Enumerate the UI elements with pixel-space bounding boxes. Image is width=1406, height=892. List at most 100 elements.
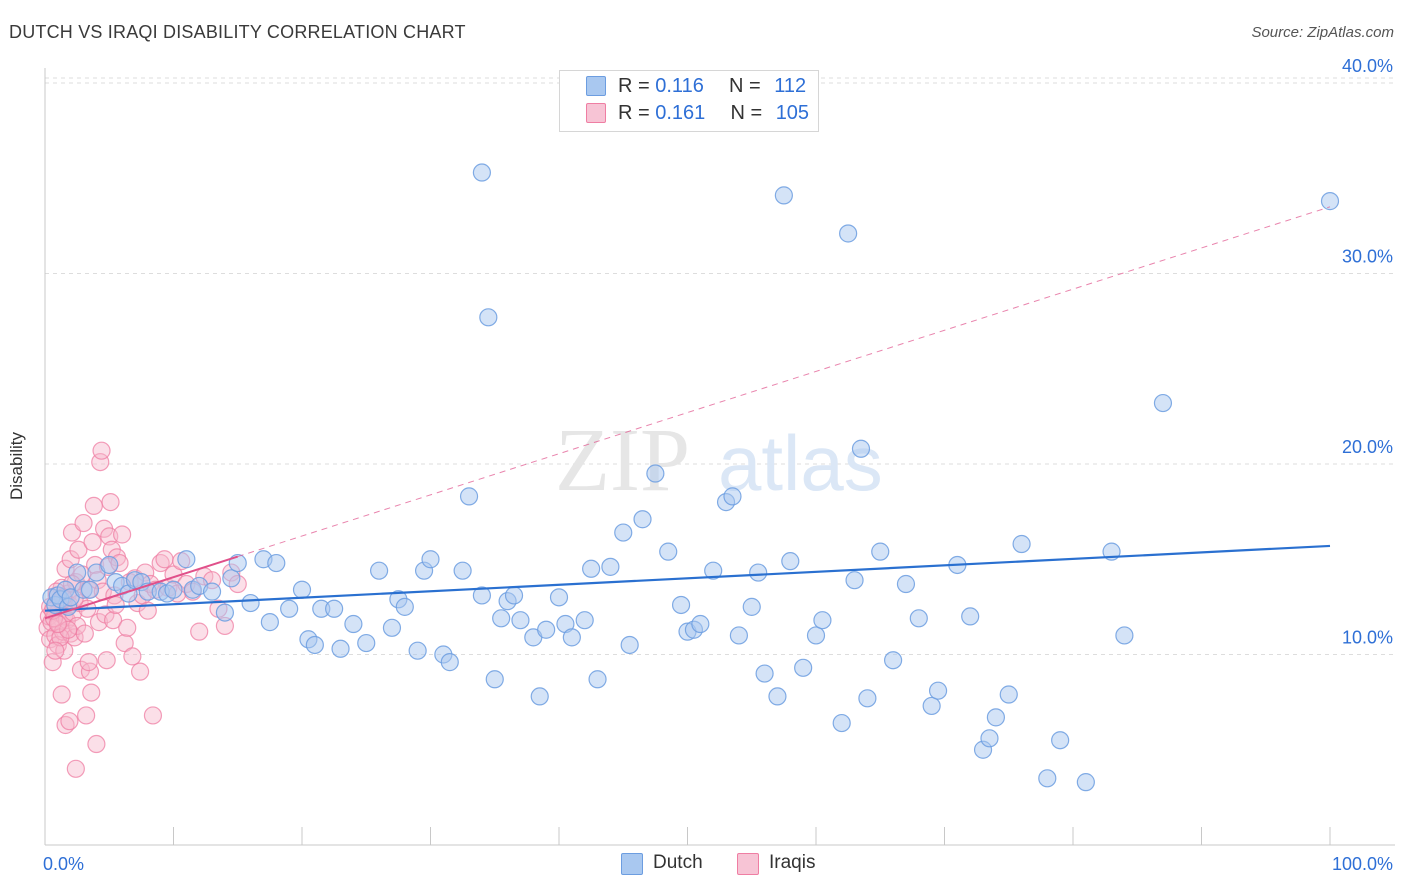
iraqi-point bbox=[83, 533, 102, 552]
dutch-point bbox=[755, 664, 774, 683]
dutch-point bbox=[813, 611, 832, 630]
dutch-point bbox=[832, 713, 851, 733]
iraqi-point bbox=[84, 496, 103, 516]
dutch-point bbox=[980, 729, 999, 748]
dutch-point bbox=[633, 510, 652, 529]
dutch-point bbox=[472, 163, 491, 182]
iraqi-point bbox=[143, 706, 163, 725]
iraqi-legend-swatch bbox=[737, 853, 759, 875]
y-tick-label: 20.0% bbox=[1342, 437, 1393, 457]
dutch-point bbox=[614, 523, 633, 542]
dutch-point bbox=[479, 308, 498, 327]
dutch-point bbox=[851, 439, 871, 458]
dutch-swatch bbox=[586, 76, 606, 96]
iraqi-point bbox=[71, 660, 91, 679]
dutch-point bbox=[896, 574, 916, 594]
iraqi-point bbox=[51, 628, 70, 647]
dutch-point bbox=[742, 597, 761, 616]
stats-legend: R = 0.116 N = 112 R = 0.161 N = 105 bbox=[559, 70, 819, 132]
dutch-point bbox=[671, 595, 691, 615]
iraqi-point bbox=[190, 622, 209, 641]
iraqi-point bbox=[46, 641, 65, 660]
dutch-point bbox=[768, 687, 787, 706]
dutch-point bbox=[202, 582, 222, 601]
dutch-point bbox=[723, 487, 742, 506]
iraqi-point bbox=[123, 647, 142, 666]
dutch-legend-swatch bbox=[621, 853, 643, 875]
dutch-point bbox=[883, 651, 903, 670]
iraqi-point bbox=[74, 513, 93, 533]
iraqi-point bbox=[82, 683, 101, 702]
y-tick-label: 10.0% bbox=[1342, 628, 1393, 648]
iraqi-trend-line-dashed bbox=[237, 206, 1331, 558]
axes bbox=[44, 68, 1395, 846]
dutch-point bbox=[68, 563, 87, 582]
watermark: ZIP atlas bbox=[555, 411, 883, 510]
iraqi-point bbox=[101, 493, 120, 512]
dutch-point bbox=[999, 685, 1018, 704]
dutch-point bbox=[1051, 731, 1070, 750]
dutch-point bbox=[601, 557, 620, 576]
dutch-point bbox=[774, 186, 793, 205]
dutch-n-label: N = bbox=[728, 75, 767, 97]
iraqi-point bbox=[130, 662, 150, 681]
dutch-point bbox=[459, 487, 479, 506]
dutch-point bbox=[331, 639, 350, 658]
iraqi-point bbox=[79, 653, 98, 672]
source-label: Source: ZipAtlas.com bbox=[1251, 24, 1394, 41]
dutch-point bbox=[408, 641, 427, 660]
y-tick-label: 30.0% bbox=[1342, 247, 1393, 267]
iraqi-point bbox=[92, 441, 111, 460]
chart-title: DUTCH VS IRAQI DISABILITY CORRELATION CH… bbox=[9, 22, 466, 42]
dutch-point bbox=[370, 561, 389, 580]
iraqi-point bbox=[115, 633, 134, 653]
dutch-point bbox=[1076, 773, 1095, 792]
dutch-point bbox=[1115, 626, 1134, 645]
dutch-point bbox=[588, 670, 607, 689]
iraqi-point bbox=[60, 712, 79, 731]
iraqi-point bbox=[48, 614, 67, 634]
dutch-point bbox=[871, 542, 890, 561]
dutch-point bbox=[395, 597, 414, 616]
iraqi-point bbox=[104, 611, 123, 630]
dutch-point bbox=[382, 618, 402, 637]
iraqi-point bbox=[87, 734, 106, 754]
iraqi-point bbox=[52, 685, 71, 704]
dutch-point bbox=[806, 626, 826, 645]
iraqi-point bbox=[80, 662, 100, 681]
watermark-zip: ZIP bbox=[555, 411, 690, 510]
iraqi-r-value: 0.161 bbox=[655, 102, 706, 124]
dutch-point bbox=[492, 609, 511, 628]
iraqi-point bbox=[155, 550, 174, 569]
dutch-point bbox=[215, 603, 234, 622]
dutch-n-value: 112 bbox=[774, 75, 807, 97]
x-tick-label-min: 0.0% bbox=[43, 854, 84, 874]
iraqi-legend-label: Iraqis bbox=[769, 852, 816, 873]
dutch-point bbox=[562, 628, 581, 647]
dutch-point bbox=[100, 555, 119, 575]
dutch-point bbox=[582, 559, 601, 578]
dutch-point bbox=[280, 599, 299, 618]
dutch-point bbox=[440, 653, 459, 672]
iraqi-r-label: R = bbox=[618, 102, 656, 124]
dutch-point bbox=[928, 681, 948, 700]
dutch-point bbox=[1320, 192, 1340, 211]
dutch-point bbox=[305, 635, 324, 655]
dutch-point bbox=[453, 561, 472, 580]
dutch-point bbox=[729, 626, 749, 645]
dutch-r-label: R = bbox=[618, 75, 656, 97]
dutch-trend-line bbox=[44, 544, 1331, 612]
dutch-point bbox=[472, 586, 491, 605]
dutch-point bbox=[845, 571, 864, 590]
dutch-point bbox=[485, 670, 504, 689]
dutch-point bbox=[909, 609, 928, 628]
dutch-points bbox=[42, 163, 1340, 792]
dutch-point bbox=[620, 635, 639, 655]
dutch-point bbox=[1012, 534, 1031, 554]
x-tick-label-max: 100.0% bbox=[1332, 854, 1393, 874]
iraqi-point bbox=[89, 613, 109, 632]
iraqi-point bbox=[69, 540, 88, 559]
dutch-point bbox=[704, 561, 723, 580]
iraqi-point bbox=[118, 618, 137, 637]
